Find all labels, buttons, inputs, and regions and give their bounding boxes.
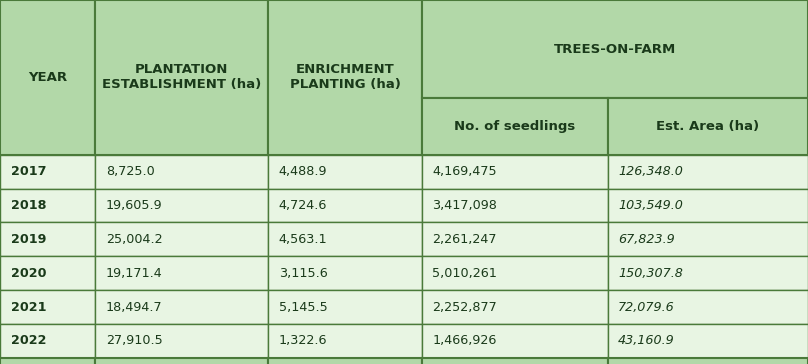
Text: 2022: 2022 (11, 335, 46, 347)
Bar (0, 222, 95, 256)
Text: Est. Area (ha): Est. Area (ha) (656, 120, 760, 133)
Bar (95, 290, 268, 324)
Text: 103,549.0: 103,549.0 (618, 199, 683, 212)
Text: 1,322.6: 1,322.6 (279, 335, 327, 347)
Bar (95, 189, 268, 222)
Bar (422, 222, 608, 256)
Text: 4,488.9: 4,488.9 (279, 165, 327, 178)
Text: 5,145.5: 5,145.5 (279, 301, 327, 313)
Text: 2017: 2017 (11, 165, 46, 178)
Bar (268, 0, 422, 155)
Bar (422, 98, 608, 155)
Bar (268, 324, 422, 358)
Bar (422, 358, 608, 364)
Bar (0, 324, 95, 358)
Bar (608, 256, 808, 290)
Bar (0, 290, 95, 324)
Text: 2,252,877: 2,252,877 (432, 301, 497, 313)
Text: 18,494.7: 18,494.7 (106, 301, 162, 313)
Bar (95, 256, 268, 290)
Text: PLANTATION
ESTABLISHMENT (ha): PLANTATION ESTABLISHMENT (ha) (102, 63, 262, 91)
Text: 67,823.9: 67,823.9 (618, 233, 675, 246)
Text: 126,348.0: 126,348.0 (618, 165, 683, 178)
Bar (608, 324, 808, 358)
Bar (422, 256, 608, 290)
Bar (0, 189, 95, 222)
Bar (608, 358, 808, 364)
Bar (608, 290, 808, 324)
Bar (0, 0, 95, 155)
Bar (422, 290, 608, 324)
Text: 2018: 2018 (11, 199, 46, 212)
Text: 4,724.6: 4,724.6 (279, 199, 327, 212)
Bar (0, 256, 95, 290)
Text: 8,725.0: 8,725.0 (106, 165, 154, 178)
Bar (422, 155, 608, 189)
Text: 2,261,247: 2,261,247 (432, 233, 497, 246)
Text: 1,466,926: 1,466,926 (432, 335, 497, 347)
Bar (95, 155, 268, 189)
Bar (95, 358, 268, 364)
Bar (422, 0, 808, 98)
Bar (268, 358, 422, 364)
Bar (268, 290, 422, 324)
Text: 4,169,475: 4,169,475 (432, 165, 497, 178)
Bar (268, 155, 422, 189)
Bar (268, 189, 422, 222)
Text: 150,307.8: 150,307.8 (618, 267, 683, 280)
Text: 3,115.6: 3,115.6 (279, 267, 327, 280)
Bar (608, 98, 808, 155)
Text: 2019: 2019 (11, 233, 46, 246)
Text: 2021: 2021 (11, 301, 46, 313)
Text: 19,171.4: 19,171.4 (106, 267, 162, 280)
Bar (608, 222, 808, 256)
Bar (608, 155, 808, 189)
Text: 2020: 2020 (11, 267, 46, 280)
Bar (268, 256, 422, 290)
Text: ENRICHMENT
PLANTING (ha): ENRICHMENT PLANTING (ha) (289, 63, 401, 91)
Text: 19,605.9: 19,605.9 (106, 199, 162, 212)
Bar (0, 358, 95, 364)
Text: YEAR: YEAR (28, 71, 67, 84)
Bar (608, 189, 808, 222)
Bar (0, 155, 95, 189)
Bar (268, 222, 422, 256)
Bar (422, 189, 608, 222)
Text: 27,910.5: 27,910.5 (106, 335, 162, 347)
Text: 43,160.9: 43,160.9 (618, 335, 675, 347)
Bar (95, 222, 268, 256)
Text: 25,004.2: 25,004.2 (106, 233, 162, 246)
Text: 3,417,098: 3,417,098 (432, 199, 497, 212)
Text: 5,010,261: 5,010,261 (432, 267, 497, 280)
Text: 72,079.6: 72,079.6 (618, 301, 675, 313)
Text: TREES-ON-FARM: TREES-ON-FARM (553, 43, 676, 56)
Bar (95, 324, 268, 358)
Bar (95, 0, 268, 155)
Text: 4,563.1: 4,563.1 (279, 233, 327, 246)
Text: No. of seedlings: No. of seedlings (454, 120, 575, 133)
Bar (422, 324, 608, 358)
